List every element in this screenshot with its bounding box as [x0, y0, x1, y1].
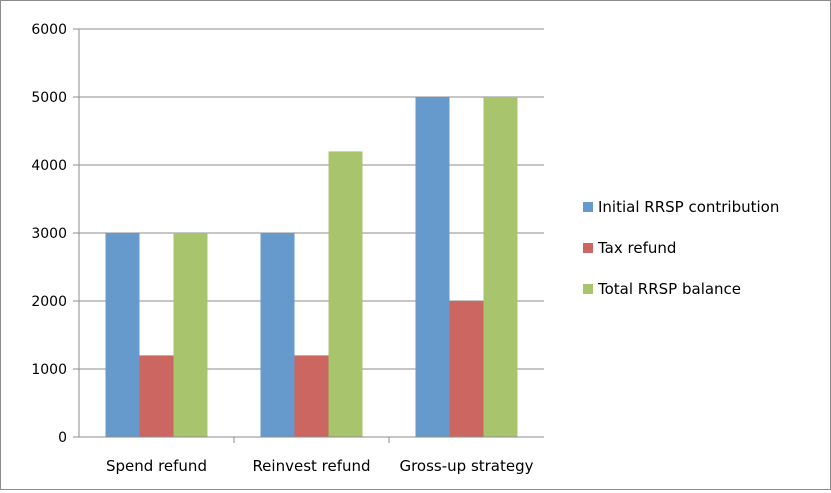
y-tick-label: 3000 [31, 226, 67, 242]
legend-label: Total RRSP balance [597, 280, 741, 298]
y-tick-labels: 0 1000 2000 3000 4000 5000 6000 [31, 22, 67, 446]
axes [73, 28, 544, 443]
y-tick-label: 4000 [31, 158, 67, 174]
x-tick-label: Spend refund [106, 457, 207, 475]
legend-swatch [583, 284, 593, 294]
y-tick-label: 5000 [31, 90, 67, 106]
bar [415, 97, 450, 437]
legend-label: Initial RRSP contribution [598, 198, 779, 216]
bar [483, 97, 518, 437]
y-tick-label: 2000 [31, 294, 67, 310]
legend: Initial RRSP contribution Tax refund Total… [583, 198, 779, 298]
bar [173, 233, 208, 437]
legend-swatch [583, 202, 593, 212]
x-tick-label: Gross-up strategy [399, 457, 533, 475]
bar [105, 233, 140, 437]
legend-swatch [583, 243, 593, 253]
y-tick-label: 0 [58, 430, 67, 446]
legend-label: Tax refund [597, 239, 676, 257]
x-tick-label: Reinvest refund [252, 457, 370, 475]
y-tick-label: 6000 [31, 22, 67, 38]
x-tick-labels: Spend refund Reinvest refund Gross-up stra… [106, 457, 534, 475]
bar [294, 355, 329, 437]
bar [328, 151, 363, 437]
bar [260, 233, 295, 437]
bars [105, 97, 518, 437]
bar [449, 301, 484, 437]
y-tick-label: 1000 [31, 362, 67, 378]
bar [139, 355, 174, 437]
